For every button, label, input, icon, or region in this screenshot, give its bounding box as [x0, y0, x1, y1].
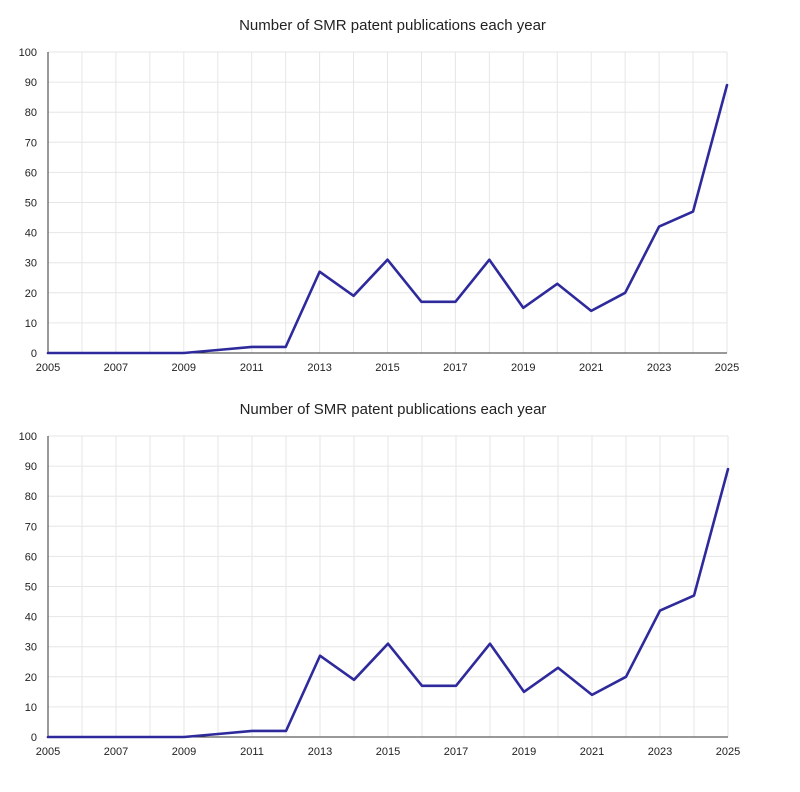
y-tick-label: 90 [25, 77, 37, 89]
x-tick-label: 2013 [307, 362, 331, 374]
x-tick-label: 2021 [580, 746, 604, 758]
y-tick-label: 0 [31, 348, 37, 360]
x-tick-label: 2019 [512, 746, 536, 758]
x-tick-label: 2009 [172, 746, 196, 758]
x-tick-label: 2005 [36, 362, 60, 374]
y-tick-label: 50 [25, 582, 37, 594]
x-tick-label: 2023 [647, 362, 671, 374]
x-tick-label: 2011 [240, 362, 264, 374]
x-tick-label: 2025 [715, 362, 739, 374]
y-tick-label: 80 [25, 107, 37, 119]
x-tick-label: 2025 [716, 746, 740, 758]
y-tick-label: 80 [25, 491, 37, 503]
x-tick-label: 2015 [376, 746, 400, 758]
chart-top: Number of SMR patent publications each y… [19, 17, 740, 374]
series-line [46, 467, 730, 739]
x-tick-label: 2017 [444, 746, 468, 758]
y-tick-label: 50 [25, 198, 37, 210]
x-tick-label: 2021 [579, 362, 603, 374]
y-tick-label: 40 [25, 612, 37, 624]
y-tick-label: 100 [19, 431, 37, 443]
chart-title: Number of SMR patent publications each y… [240, 401, 547, 418]
y-tick-label: 100 [19, 47, 37, 59]
x-tick-label: 2007 [104, 746, 128, 758]
y-tick-label: 40 [25, 228, 37, 240]
y-tick-label: 60 [25, 551, 37, 563]
y-tick-label: 90 [25, 461, 37, 473]
x-tick-label: 2007 [104, 362, 128, 374]
x-tick-label: 2019 [511, 362, 535, 374]
chart-bottom: Number of SMR patent publications each y… [19, 401, 741, 758]
x-tick-label: 2013 [308, 746, 332, 758]
y-tick-label: 0 [31, 732, 37, 744]
series-line [46, 83, 729, 355]
x-tick-label: 2023 [648, 746, 672, 758]
x-tick-label: 2005 [36, 746, 60, 758]
chart-title: Number of SMR patent publications each y… [239, 17, 546, 34]
x-tick-label: 2017 [443, 362, 467, 374]
y-tick-label: 20 [25, 672, 37, 684]
x-tick-label: 2011 [240, 746, 264, 758]
y-tick-label: 70 [25, 521, 37, 533]
y-tick-label: 10 [25, 702, 37, 714]
y-tick-label: 20 [25, 288, 37, 300]
y-tick-label: 70 [25, 137, 37, 149]
x-tick-label: 2015 [375, 362, 399, 374]
y-tick-label: 60 [25, 167, 37, 179]
y-tick-label: 10 [25, 318, 37, 330]
x-tick-label: 2009 [172, 362, 196, 374]
y-tick-label: 30 [25, 642, 37, 654]
y-tick-label: 30 [25, 258, 37, 270]
